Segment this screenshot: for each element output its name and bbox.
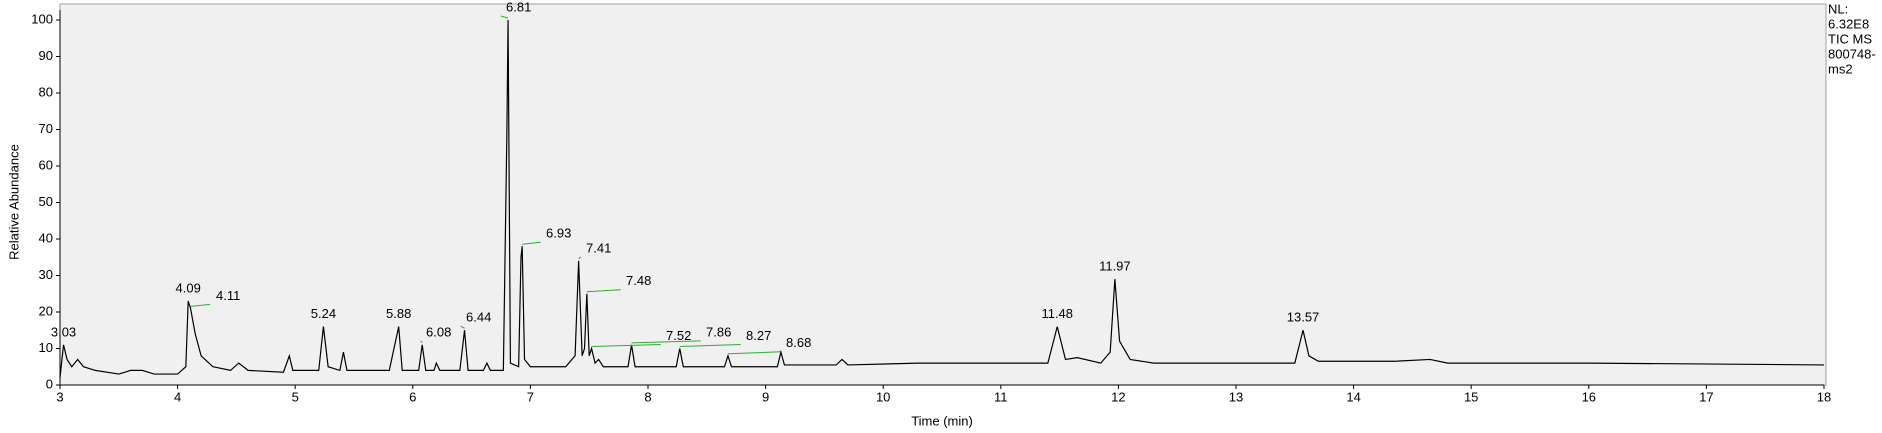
x-tick-label: 14 bbox=[1346, 389, 1360, 404]
y-tick-label: 0 bbox=[46, 376, 53, 391]
peak-label: 6.08 bbox=[426, 324, 451, 339]
annotation: NL: bbox=[1828, 1, 1848, 16]
x-tick-label: 3 bbox=[56, 389, 63, 404]
peak-marker bbox=[522, 241, 541, 245]
peak-label: 11.48 bbox=[1041, 306, 1073, 321]
peak-marker bbox=[460, 325, 465, 329]
y-tick-label: 30 bbox=[39, 267, 53, 282]
x-tick-label: 10 bbox=[876, 389, 890, 404]
peak-marker bbox=[727, 351, 781, 355]
x-tick-label: 11 bbox=[994, 389, 1008, 404]
peak-marker bbox=[190, 303, 211, 307]
y-tick-label: 80 bbox=[39, 84, 53, 99]
peak-marker bbox=[578, 256, 582, 260]
y-tick-label: 20 bbox=[39, 303, 53, 318]
peak-label: 8.68 bbox=[786, 335, 811, 350]
annotation: TIC MS bbox=[1828, 31, 1872, 46]
trace-line bbox=[59, 19, 1825, 378]
x-tick-label: 12 bbox=[1111, 389, 1125, 404]
x-tick-label: 4 bbox=[174, 389, 181, 404]
x-tick-label: 8 bbox=[644, 389, 651, 404]
peak-label: 7.48 bbox=[626, 273, 651, 288]
y-tick-label: 100 bbox=[31, 11, 53, 26]
x-tick-label: 15 bbox=[1464, 389, 1478, 404]
y-tick-label: 50 bbox=[39, 194, 53, 209]
peak-label: 7.52 bbox=[666, 328, 691, 343]
peak-label: 6.81 bbox=[506, 0, 531, 14]
y-tick-label: 10 bbox=[39, 340, 53, 355]
y-tick-label: 40 bbox=[39, 230, 53, 245]
peak-marker bbox=[500, 15, 509, 19]
peak-label: 6.44 bbox=[466, 310, 491, 325]
peak-label: 6.93 bbox=[546, 226, 571, 241]
y-tick-label: 70 bbox=[39, 121, 53, 136]
y-tick-label: 90 bbox=[39, 48, 53, 63]
x-tick-label: 5 bbox=[292, 389, 299, 404]
peak-label: 5.24 bbox=[311, 306, 336, 321]
peak-label: 11.97 bbox=[1099, 259, 1131, 274]
x-tick-label: 9 bbox=[762, 389, 769, 404]
annotation: ms2 bbox=[1828, 61, 1853, 76]
peak-label: 3.03 bbox=[51, 324, 76, 339]
peak-marker bbox=[586, 289, 621, 293]
peak-marker bbox=[420, 340, 423, 344]
x-tick-label: 16 bbox=[1582, 389, 1596, 404]
plot-area bbox=[59, 3, 1827, 386]
peak-label: 5.88 bbox=[386, 306, 411, 321]
peak-label: 7.41 bbox=[586, 240, 611, 255]
peak-marker bbox=[679, 344, 741, 347]
peak-label: 13.57 bbox=[1287, 310, 1320, 325]
y-axis-label: Relative Abundance bbox=[6, 144, 21, 260]
peak-label: 4.09 bbox=[176, 280, 201, 295]
peak-label: 4.11 bbox=[216, 288, 240, 303]
x-axis-label: Time (min) bbox=[911, 413, 973, 428]
annotation: 6.32E8 bbox=[1828, 16, 1869, 31]
y-tick-label: 60 bbox=[39, 157, 53, 172]
x-tick-label: 18 bbox=[1817, 389, 1831, 404]
x-tick-label: 13 bbox=[1229, 389, 1243, 404]
x-tick-label: 6 bbox=[409, 389, 416, 404]
annotation: 800748- bbox=[1828, 46, 1876, 61]
peak-marker bbox=[591, 344, 661, 347]
peak-marker bbox=[631, 340, 701, 344]
x-tick-label: 7 bbox=[527, 389, 534, 404]
peak-label: 8.27 bbox=[746, 328, 771, 343]
x-tick-label: 17 bbox=[1699, 389, 1713, 404]
peak-label: 7.86 bbox=[706, 324, 731, 339]
